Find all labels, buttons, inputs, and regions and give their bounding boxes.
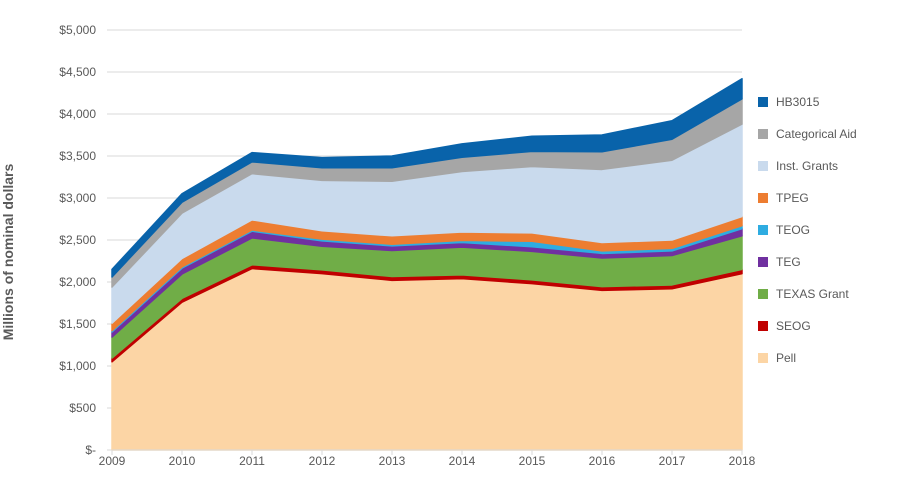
legend-item: TEOG	[758, 224, 898, 236]
x-tick-label: 2017	[659, 454, 686, 468]
x-axis-ticks: 2009201020112012201320142015201620172018	[112, 454, 742, 474]
x-tick-label: 2014	[449, 454, 476, 468]
area-pell	[112, 269, 742, 450]
y-tick-label: $4,000	[59, 107, 96, 121]
x-tick-label: 2010	[169, 454, 196, 468]
legend-swatch	[758, 129, 768, 139]
x-tick-label: 2016	[589, 454, 616, 468]
legend-swatch	[758, 257, 768, 267]
legend-label: HB3015	[776, 96, 819, 108]
legend-label: Pell	[776, 352, 796, 364]
x-tick-label: 2011	[239, 454, 265, 468]
legend-label: Categorical Aid	[776, 128, 857, 140]
legend-swatch	[758, 225, 768, 235]
legend-item: Inst. Grants	[758, 160, 898, 172]
plot-area	[112, 30, 742, 450]
y-tick-label: $3,000	[59, 191, 96, 205]
legend-swatch	[758, 161, 768, 171]
legend-item: TEXAS Grant	[758, 288, 898, 300]
legend-swatch	[758, 353, 768, 363]
legend-label: SEOG	[776, 320, 811, 332]
legend-item: SEOG	[758, 320, 898, 332]
y-tick-label: $4,500	[59, 65, 96, 79]
y-tick-label: $2,500	[59, 233, 96, 247]
legend-swatch	[758, 193, 768, 203]
legend-label: TEOG	[776, 224, 810, 236]
x-tick-label: 2015	[519, 454, 546, 468]
x-tick-label: 2018	[729, 454, 756, 468]
legend-swatch	[758, 321, 768, 331]
legend-swatch	[758, 97, 768, 107]
legend-item: TPEG	[758, 192, 898, 204]
legend: HB3015 Categorical Aid Inst. Grants TPEG TEO…	[758, 96, 898, 384]
y-tick-label: $1,000	[59, 359, 96, 373]
legend-swatch	[758, 289, 768, 299]
legend-label: TPEG	[776, 192, 809, 204]
x-tick-label: 2012	[309, 454, 336, 468]
y-tick-label: $-	[85, 443, 96, 457]
y-tick-label: $3,500	[59, 149, 96, 163]
y-axis-ticks: $-$500$1,000$1,500$2,000$2,500$3,000$3,5…	[0, 30, 104, 450]
y-tick-label: $1,500	[59, 317, 96, 331]
stacked-area-chart: Millions of nominal dollars $-$500$1,000…	[0, 0, 900, 504]
x-tick-label: 2009	[99, 454, 126, 468]
legend-item: Categorical Aid	[758, 128, 898, 140]
legend-label: Inst. Grants	[776, 160, 838, 172]
legend-label: TEG	[776, 256, 801, 268]
y-tick-label: $500	[69, 401, 96, 415]
chart-svg	[112, 30, 742, 450]
legend-item: Pell	[758, 352, 898, 364]
y-tick-label: $2,000	[59, 275, 96, 289]
x-tick-label: 2013	[379, 454, 406, 468]
legend-item: HB3015	[758, 96, 898, 108]
legend-item: TEG	[758, 256, 898, 268]
y-tick-label: $5,000	[59, 23, 96, 37]
legend-label: TEXAS Grant	[776, 288, 849, 300]
